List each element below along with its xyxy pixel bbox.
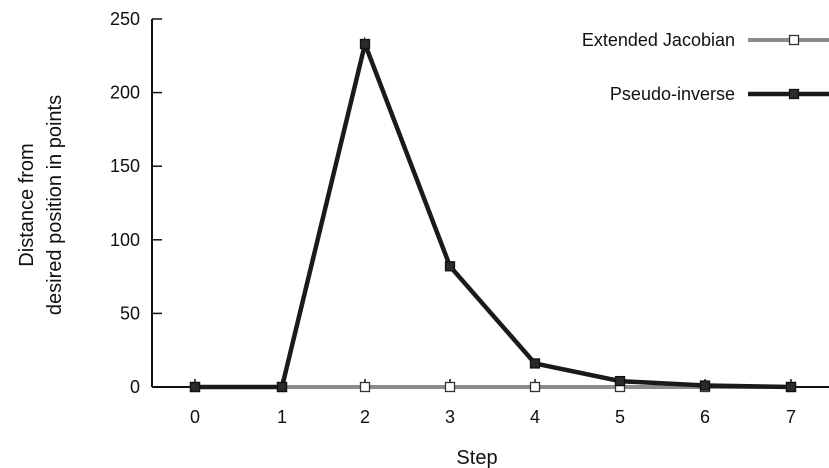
y-axis-title-line-2: desired position in points: [44, 95, 66, 315]
data-point: [614, 375, 626, 387]
data-point: [359, 381, 371, 393]
data-point: [276, 381, 288, 393]
x-tick-label: 4: [530, 407, 540, 427]
series-layer: [189, 36, 797, 393]
y-axis-ticks: 0 50 100 150 200 250: [110, 9, 162, 397]
data-point: [444, 261, 456, 272]
data-point: [785, 381, 797, 393]
legend-item: Extended Jacobian: [582, 30, 829, 50]
data-point: [444, 381, 456, 393]
legend-marker-swatch: [788, 34, 800, 46]
data-point: [699, 380, 711, 391]
legend-item: Pseudo-inverse: [610, 84, 829, 104]
y-tick-label: 0: [130, 377, 140, 397]
data-point: [359, 38, 371, 50]
y-tick-label: 200: [110, 83, 140, 103]
y-axis-title-line-1: Distance from: [16, 143, 38, 266]
legend-label: Extended Jacobian: [582, 30, 735, 50]
axes: [151, 19, 829, 388]
y-tick-label: 50: [120, 303, 140, 323]
y-tick-label: 150: [110, 156, 140, 176]
data-point: [189, 381, 201, 393]
y-tick-label: 100: [110, 230, 140, 250]
x-tick-label: 0: [190, 407, 200, 427]
data-point: [529, 358, 541, 369]
legend-label: Pseudo-inverse: [610, 84, 735, 104]
x-axis-title: Step: [456, 447, 497, 468]
series-pseudo-inverse: [189, 36, 797, 393]
data-point: [529, 381, 541, 393]
x-tick-label: 1: [277, 407, 287, 427]
x-tick-label: 2: [360, 407, 370, 427]
x-tick-label: 5: [615, 407, 625, 427]
legend: Extended Jacobian Pseudo-inverse: [582, 30, 829, 104]
x-tick-label: 6: [700, 407, 710, 427]
series-line: [195, 36, 792, 390]
x-tick-label: 3: [445, 407, 455, 427]
y-tick-label: 250: [110, 9, 140, 29]
x-tick-label: 7: [786, 407, 796, 427]
legend-marker-swatch: [788, 88, 800, 100]
